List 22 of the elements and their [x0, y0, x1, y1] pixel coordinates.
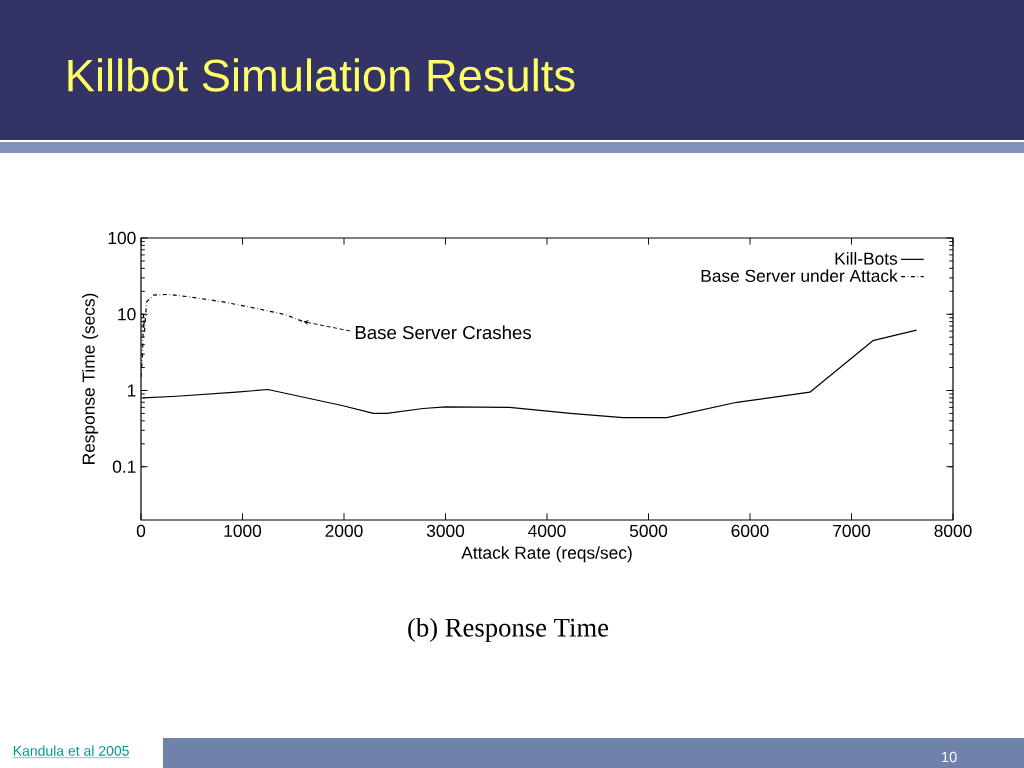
y-axis-title: Response Time (secs) — [82, 293, 99, 464]
y-tick-label: 0.1 — [112, 460, 136, 473]
legend-label: Kill-Bots — [835, 252, 898, 265]
legend-label: Base Server under Attack — [701, 269, 898, 283]
chart-title: Killbot Simulation Results — [68, 58, 575, 92]
y-tick-label: 10 — [118, 308, 136, 321]
text: Kandula et al 2005 — [13, 745, 129, 756]
x-tick-label: 1000 — [224, 524, 262, 537]
x-tick-label: 2000 — [325, 524, 363, 537]
x-tick-label: 4000 — [528, 524, 566, 537]
y-tick-label: 1 — [127, 384, 136, 397]
annotation: Base Server Crashes — [355, 325, 532, 340]
x-axis-title: Attack Rate (reqs/sec) — [461, 546, 632, 563]
text: 10 — [942, 751, 957, 763]
x-tick-label: 8000 — [934, 524, 972, 537]
text: (b) Response Time — [408, 617, 609, 643]
x-tick-label: 7000 — [833, 524, 871, 537]
x-tick-label: 5000 — [629, 524, 668, 537]
x-tick-label: 6000 — [731, 524, 769, 537]
x-tick-label: 0 — [136, 524, 146, 537]
y-tick-label: 100 — [108, 231, 136, 245]
x-tick-label: 3000 — [426, 524, 465, 537]
